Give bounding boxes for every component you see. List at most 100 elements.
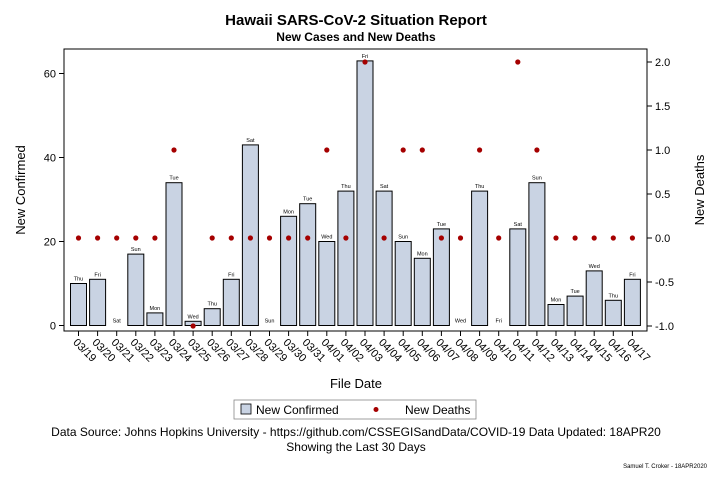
legend: New Confirmed New Deaths	[233, 399, 477, 420]
y-axis-left: 0 20 40 60	[44, 69, 64, 333]
bar-04-17	[623, 278, 641, 326]
plot-area-frame	[63, 48, 648, 332]
bar-03-23	[146, 312, 164, 326]
bar-day-label: Sun	[398, 235, 408, 241]
y-right-tick-label: 1.5	[655, 101, 670, 113]
y-right-tick-label: -1.0	[655, 321, 674, 333]
bar-day-label: Thu	[475, 184, 484, 190]
y-left-tick-label: 0	[50, 321, 56, 333]
bar-day-label: Mon	[150, 306, 161, 312]
bar-day-label: Sun	[532, 176, 542, 182]
bar-day-label: Sat	[113, 319, 122, 325]
point-03-28	[247, 235, 253, 241]
y-axis-right-label: New Deaths	[692, 154, 707, 225]
bar-day-label: Wed	[187, 314, 198, 320]
point-04-16	[610, 235, 616, 241]
point-03-26	[209, 235, 215, 241]
bar-04-13	[547, 304, 565, 326]
footnote-last-30-days: Showing the Last 30 Days	[286, 440, 425, 454]
bar-day-label: Thu	[341, 184, 350, 190]
scatter-series-new-deaths	[75, 59, 636, 329]
bar-03-26	[203, 308, 221, 327]
bar-day-label: Sat	[380, 184, 389, 190]
point-03-25	[190, 323, 196, 329]
point-03-21	[114, 235, 120, 241]
bar-day-label: Wed	[455, 319, 466, 325]
point-04-10	[496, 235, 502, 241]
point-04-09	[477, 147, 483, 153]
y-right-tick-label: 0.5	[655, 189, 670, 201]
credit-line: Samuel T. Croker - 18APR2020	[623, 464, 708, 470]
point-04-13	[553, 235, 559, 241]
bar-04-07	[432, 228, 450, 326]
point-04-04	[381, 235, 387, 241]
point-04-12	[534, 147, 540, 153]
bar-day-label: Fri	[94, 272, 100, 278]
point-04-03	[362, 59, 368, 65]
bar-03-19	[70, 283, 87, 326]
point-03-30	[286, 235, 292, 241]
y-right-tick-label: 1.0	[655, 145, 670, 157]
point-04-14	[572, 235, 578, 241]
bar-day-label: Thu	[207, 302, 216, 308]
point-04-11	[515, 59, 521, 65]
bar-04-05	[394, 241, 412, 326]
bar-03-30	[280, 215, 298, 326]
y-left-tick-label: 60	[44, 69, 56, 81]
bar-day-label: Fri	[228, 272, 234, 278]
y-left-tick-label: 40	[44, 153, 56, 165]
point-03-19	[75, 235, 82, 241]
bar-day-label: Fri	[629, 272, 635, 278]
point-04-06	[419, 147, 425, 153]
y-axis-right: -1.0 -0.5 0.0 0.5 1.0 1.5 2.0	[647, 57, 674, 333]
y-left-tick-label: 20	[44, 237, 56, 249]
y-right-tick-label: 2.0	[655, 57, 670, 69]
point-03-31	[305, 235, 311, 241]
bar-day-label: Sun	[131, 247, 141, 253]
bar-day-label: Wed	[321, 235, 332, 241]
bar-day-label: Fri	[495, 319, 501, 325]
bar-04-12	[528, 182, 546, 326]
point-03-27	[228, 235, 234, 241]
bar-03-22	[127, 253, 145, 327]
bar-04-11	[509, 228, 527, 326]
bar-day-label: Tue	[169, 176, 178, 182]
legend-label-new-deaths: New Deaths	[405, 403, 470, 417]
bar-04-06	[413, 257, 431, 326]
point-03-22	[133, 235, 139, 241]
footnote-data-source: Data Source: Johns Hopkins University - …	[51, 425, 661, 439]
bar-04-02	[337, 190, 355, 326]
bar-day-label: Tue	[570, 289, 579, 295]
bar-day-label: Mon	[283, 209, 294, 215]
y-axis-left-label: New Confirmed	[13, 145, 28, 235]
legend-frame	[233, 399, 477, 420]
bar-03-20	[89, 278, 107, 326]
point-04-07	[438, 235, 444, 241]
bar-03-24	[165, 182, 183, 326]
x-axis-label: File Date	[330, 376, 382, 391]
point-04-15	[591, 235, 597, 241]
bar-04-16	[604, 299, 622, 326]
point-04-08	[457, 235, 464, 241]
bar-03-28	[241, 144, 259, 326]
bar-day-label: Tue	[303, 197, 312, 203]
bar-03-27	[222, 278, 240, 326]
bar-04-15	[585, 270, 603, 326]
bar-day-label: Sat	[246, 138, 255, 144]
bar-04-04	[375, 190, 393, 326]
point-03-23	[152, 235, 158, 241]
point-04-05	[400, 147, 406, 153]
bar-04-14	[566, 295, 584, 327]
point-04-02	[343, 235, 349, 241]
point-03-24	[171, 147, 177, 153]
chart-title: Hawaii SARS-CoV-2 Situation Report	[225, 12, 487, 29]
x-axis: 03/1903/2003/2103/2203/2303/2403/2503/26…	[70, 331, 652, 365]
bar-day-label: Sat	[514, 222, 523, 228]
bar-day-label: Sun	[265, 319, 275, 325]
legend-label-new-confirmed: New Confirmed	[256, 403, 339, 417]
bar-day-label: Mon	[551, 298, 562, 304]
point-03-29	[266, 235, 273, 241]
y-right-tick-label: -0.5	[655, 277, 674, 289]
bar-series-new-confirmed	[70, 60, 641, 327]
